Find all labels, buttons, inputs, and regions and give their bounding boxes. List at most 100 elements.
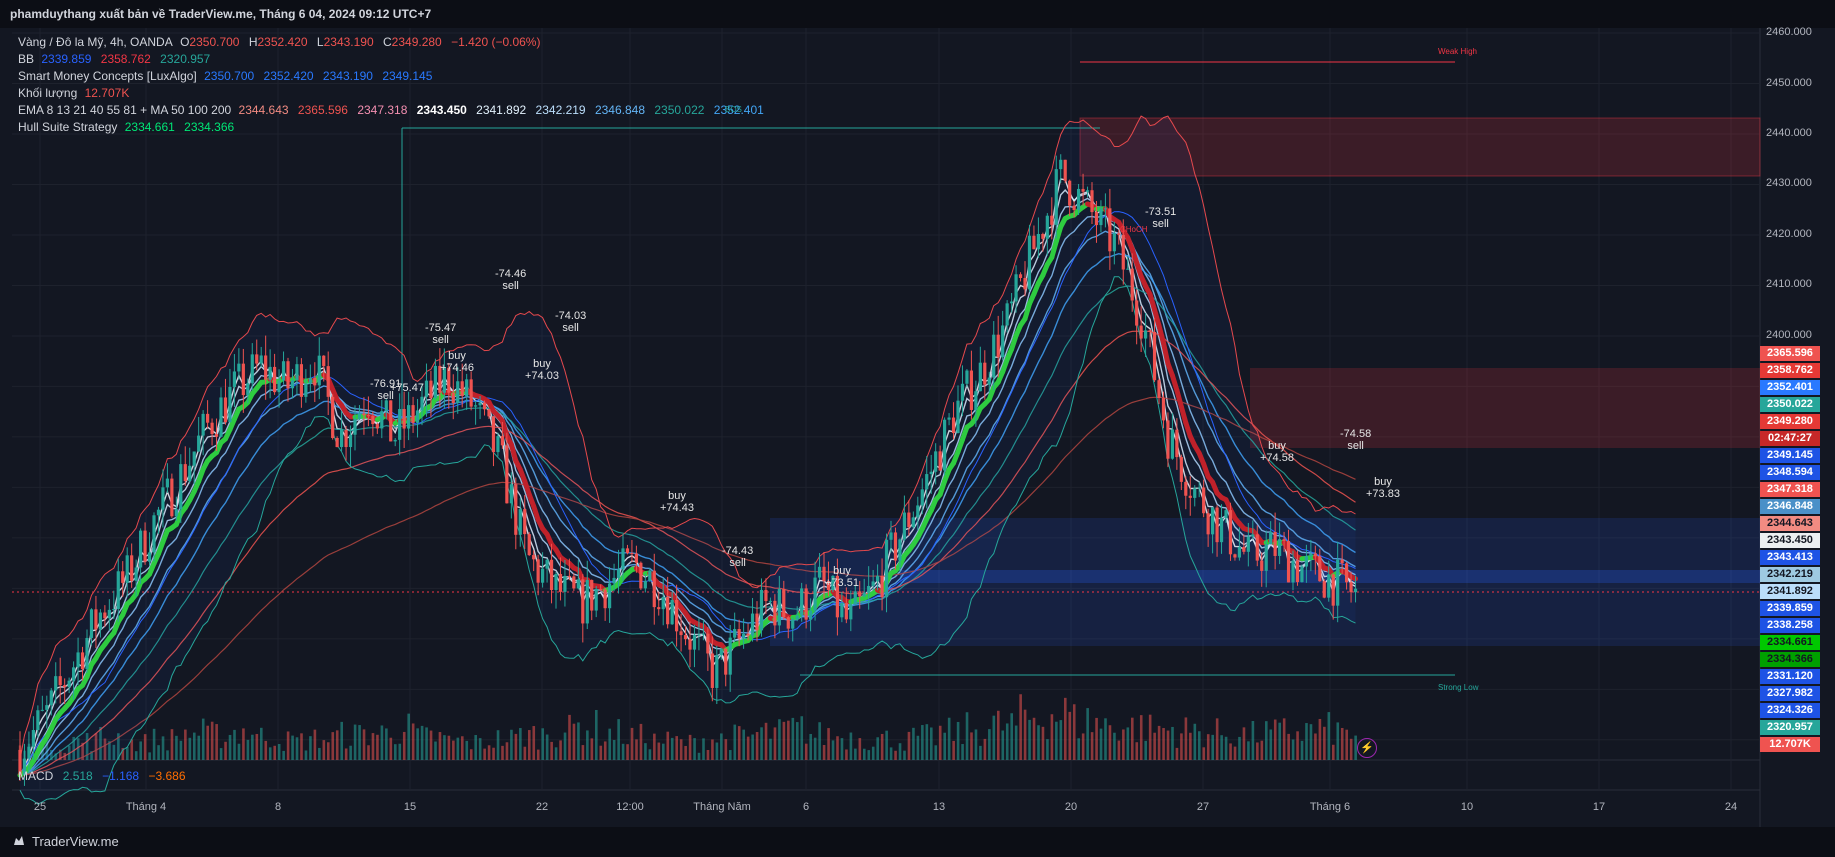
ema-label: EMA 8 13 21 40 55 81 + MA 50 100 200 — [18, 103, 232, 117]
candle-body — [791, 619, 795, 629]
volume-bar — [898, 743, 902, 760]
symbol-row[interactable]: Vàng / Đô la Mỹ, 4h, OANDA O2350.700 H23… — [18, 34, 770, 51]
candle-body — [156, 509, 161, 516]
volume-bar — [1291, 739, 1295, 760]
candle-body — [911, 517, 915, 528]
candle-body — [1278, 539, 1282, 556]
candle-body — [1184, 481, 1188, 496]
footer-bar: TraderView.me — [0, 827, 1835, 857]
volume-bar — [407, 713, 410, 760]
smc-row[interactable]: Smart Money Concepts [LuxAlgo] 2350.700 … — [18, 68, 770, 85]
x-tick-label: 6 — [802, 801, 810, 813]
candle-body — [1041, 233, 1045, 239]
candle-body — [22, 758, 27, 776]
macd-label: MACD — [18, 769, 54, 783]
candle-body — [54, 676, 58, 691]
candle-body — [1103, 208, 1107, 210]
hull-down-segment — [1152, 307, 1162, 329]
candle-body — [1273, 531, 1277, 556]
candle-body — [1313, 553, 1317, 557]
volume-bar — [581, 745, 585, 760]
x-tick-label: 15 — [403, 801, 417, 813]
volume-bar — [536, 749, 540, 760]
volume-bar — [764, 722, 768, 760]
volume-bar — [617, 719, 620, 760]
volume-row[interactable]: Khối lượng 12.707K — [18, 85, 770, 102]
volume-bar — [233, 729, 236, 760]
volume-bar — [201, 718, 205, 760]
candle-body — [1157, 380, 1161, 398]
hull-row[interactable]: Hull Suite Strategy 2334.661 2334.366 — [18, 119, 770, 136]
volume-bar — [590, 738, 594, 760]
volume-bar — [952, 740, 955, 760]
volume-bar — [429, 730, 433, 760]
x-tick-label: 20 — [1064, 801, 1078, 813]
volume-bar — [358, 725, 361, 760]
candle-body — [599, 588, 603, 590]
candle-body — [1148, 330, 1152, 332]
candle-body — [393, 439, 397, 442]
bb-row[interactable]: BB 2339.859 2358.762 2320.957 — [18, 51, 770, 68]
smc-value-2: 2352.420 — [263, 69, 314, 83]
candle-body — [683, 635, 688, 640]
smc-label: Smart Money Concepts [LuxAlgo] — [18, 69, 197, 83]
ema-row[interactable]: EMA 8 13 21 40 55 81 + MA 50 100 200 234… — [18, 102, 770, 119]
candle-body — [214, 434, 219, 437]
ema-value-4: 2343.450 — [416, 103, 467, 117]
hull-value-1: 2334.661 — [124, 120, 175, 134]
candle-body — [179, 464, 183, 510]
candle-body — [1112, 233, 1116, 252]
hull-down-segment — [1160, 340, 1171, 367]
brand-name[interactable]: TraderView.me — [32, 834, 119, 849]
candle-body — [755, 613, 759, 631]
candle-body — [165, 478, 169, 488]
volume-bar — [1256, 742, 1259, 760]
candle-body — [1126, 268, 1130, 270]
volume-bar — [362, 729, 366, 760]
x-tick-label: Tháng 4 — [125, 801, 167, 813]
volume-bar — [626, 744, 629, 760]
candle-body — [1260, 560, 1264, 571]
volume-bar — [1300, 740, 1304, 760]
hull-down-segment — [1147, 291, 1158, 313]
candle-body — [831, 575, 835, 591]
candle-body — [469, 379, 473, 407]
volume-bar — [961, 744, 964, 760]
volume-bar — [219, 748, 223, 760]
volume-bar — [880, 733, 884, 760]
candle-body — [281, 361, 286, 381]
candle-body — [429, 380, 433, 399]
candle-body — [612, 577, 616, 584]
volume-bar — [1229, 743, 1232, 760]
volume-bar — [273, 745, 276, 760]
candle-body — [125, 555, 129, 583]
candle-body — [697, 634, 701, 636]
volume-bar — [1340, 727, 1344, 760]
ema-value-2: 2365.596 — [297, 103, 348, 117]
volume-bar — [1287, 733, 1290, 760]
volume-bar — [916, 735, 920, 760]
candle-body — [241, 363, 245, 396]
volume-bar — [402, 731, 406, 760]
structure-tag: BOS — [725, 105, 742, 114]
price-axis-tag: 2347.318 — [1760, 482, 1820, 497]
candle-body — [237, 363, 241, 372]
volume-bar — [1157, 725, 1161, 760]
candle-body — [232, 371, 236, 387]
macd-legend[interactable]: MACD 2.518 −1.168 −3.686 — [18, 769, 192, 783]
smc-value-3: 2343.190 — [322, 69, 373, 83]
candle-body — [107, 609, 111, 619]
lightning-icon[interactable]: ⚡ — [1357, 738, 1377, 758]
candle-body — [1295, 560, 1300, 583]
volume-bar — [492, 747, 495, 760]
smc-value-1: 2350.700 — [204, 69, 255, 83]
volume-bar — [349, 745, 352, 760]
macd-value-1: 2.518 — [62, 769, 93, 783]
ema-value-5: 2341.892 — [476, 103, 527, 117]
volume-bar — [603, 741, 607, 760]
volume-bar — [215, 724, 218, 760]
volume-bar — [175, 735, 178, 760]
candle-body — [438, 365, 442, 393]
candle-body — [518, 509, 522, 535]
